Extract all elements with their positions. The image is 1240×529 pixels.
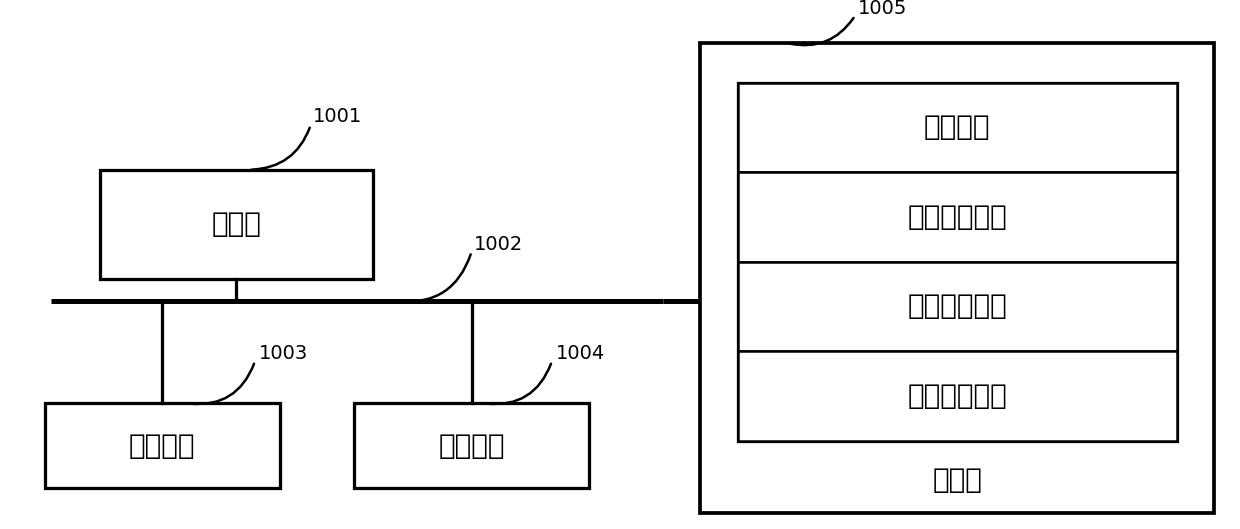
- Bar: [738, 262, 1177, 351]
- Text: 用户接口: 用户接口: [129, 432, 196, 460]
- Bar: [738, 172, 1177, 262]
- Text: 处理器: 处理器: [212, 211, 262, 239]
- Text: 用户接口模块: 用户接口模块: [908, 293, 1007, 321]
- Text: 操作系统: 操作系统: [924, 114, 991, 141]
- Bar: [701, 43, 1214, 513]
- Bar: [738, 351, 1177, 441]
- Text: 1005: 1005: [858, 0, 906, 18]
- Text: 1004: 1004: [556, 344, 605, 362]
- Bar: [45, 403, 280, 488]
- Text: 1002: 1002: [474, 235, 523, 254]
- Bar: [738, 83, 1177, 441]
- Bar: [353, 403, 589, 488]
- Text: 网络接口: 网络接口: [438, 432, 505, 460]
- Text: 子图查询程序: 子图查询程序: [908, 382, 1007, 410]
- Text: 1001: 1001: [314, 107, 362, 126]
- Text: 1003: 1003: [259, 344, 308, 362]
- Text: 存储器: 存储器: [932, 467, 982, 495]
- Text: 网络通信模块: 网络通信模块: [908, 203, 1007, 231]
- Bar: [738, 83, 1177, 172]
- Bar: [100, 170, 372, 279]
